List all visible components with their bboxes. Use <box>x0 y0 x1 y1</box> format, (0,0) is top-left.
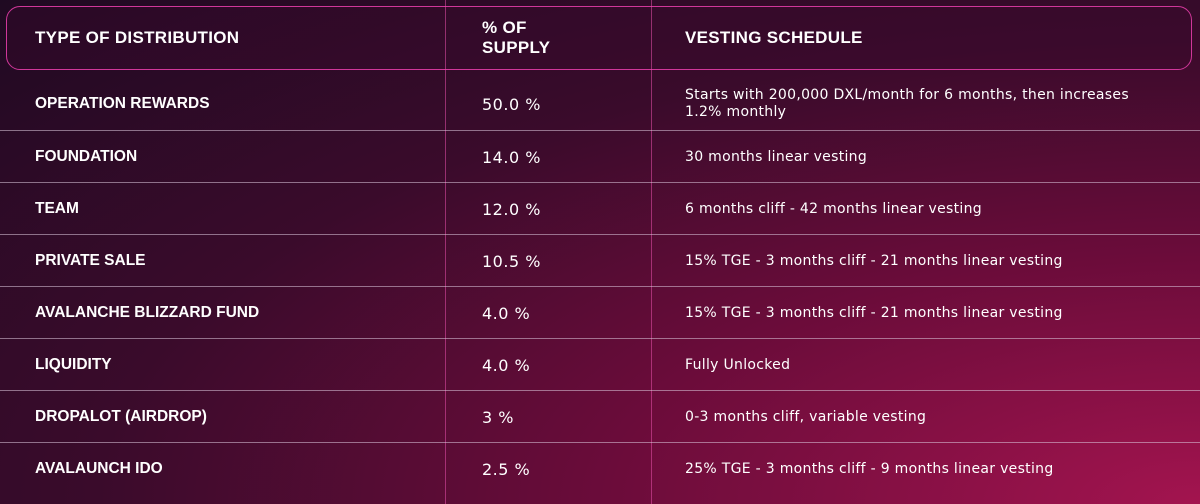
table-cell: 12.0 % <box>482 199 541 219</box>
table-cell: 2.5 % <box>482 459 531 479</box>
table-row: OPERATION REWARDS 50.0 % Starts with 200,0… <box>0 78 1200 130</box>
header-row <box>6 6 1192 70</box>
header-cell: VESTING SCHEDULE <box>685 28 863 47</box>
table-cell: DROPALOT (AIRDROP) <box>35 408 207 425</box>
table-cell: 3 % <box>482 407 514 427</box>
table-cell: FOUNDATION <box>35 148 138 165</box>
table-row: DROPALOT (AIRDROP) 3 % 0-3 months cliff, v… <box>0 390 1200 443</box>
table-cell: 10.5 % <box>482 251 541 271</box>
table-cell: Fully Unlocked <box>685 356 791 373</box>
table-cell: 14.0 % <box>482 147 541 167</box>
table-cell: OPERATION REWARDS <box>35 95 210 112</box>
table-cell: 30 months linear vesting <box>685 148 868 165</box>
table-row: AVALAUNCH IDO 2.5 % 25% TGE - 3 months cli… <box>0 442 1200 495</box>
header-cell: TYPE OF DISTRIBUTION <box>35 28 240 47</box>
table-row: TEAM 12.0 % 6 months cliff - 42 months lin… <box>0 182 1200 235</box>
table-row: FOUNDATION 14.0 % 30 months linear vesting <box>0 130 1200 183</box>
table-cell: AVALAUNCH IDO <box>35 460 163 477</box>
table-row: PRIVATE SALE 10.5 % 15% TGE - 3 months cli… <box>0 234 1200 287</box>
table-cell: 25% TGE - 3 months cliff - 9 months line… <box>685 460 1054 477</box>
table-row: LIQUIDITY 4.0 % Fully Unlocked <box>0 338 1200 391</box>
table-cell: 15% TGE - 3 months cliff - 21 months lin… <box>685 304 1063 321</box>
table-row: AVALANCHE BLIZZARD FUND 4.0 % 15% TGE - 3 … <box>0 286 1200 339</box>
table-cell: PRIVATE SALE <box>35 252 146 269</box>
table-cell: TEAM <box>35 200 79 217</box>
table-cell: Starts with 200,000 DXL/month for 6 mont… <box>685 87 1129 120</box>
table-cell: LIQUIDITY <box>35 356 112 373</box>
table-cell: 0-3 months cliff, variable vesting <box>685 408 927 425</box>
table-cell: AVALANCHE BLIZZARD FUND <box>35 304 260 321</box>
column-divider <box>651 0 652 504</box>
header-cell: % OF SUPPLY <box>482 18 551 57</box>
column-divider <box>445 0 446 504</box>
table-cell: 6 months cliff - 42 months linear vestin… <box>685 200 982 217</box>
table-cell: 4.0 % <box>482 303 531 323</box>
table-cell: 50.0 % <box>482 94 541 114</box>
table-cell: 15% TGE - 3 months cliff - 21 months lin… <box>685 252 1063 269</box>
table-cell: 4.0 % <box>482 355 531 375</box>
